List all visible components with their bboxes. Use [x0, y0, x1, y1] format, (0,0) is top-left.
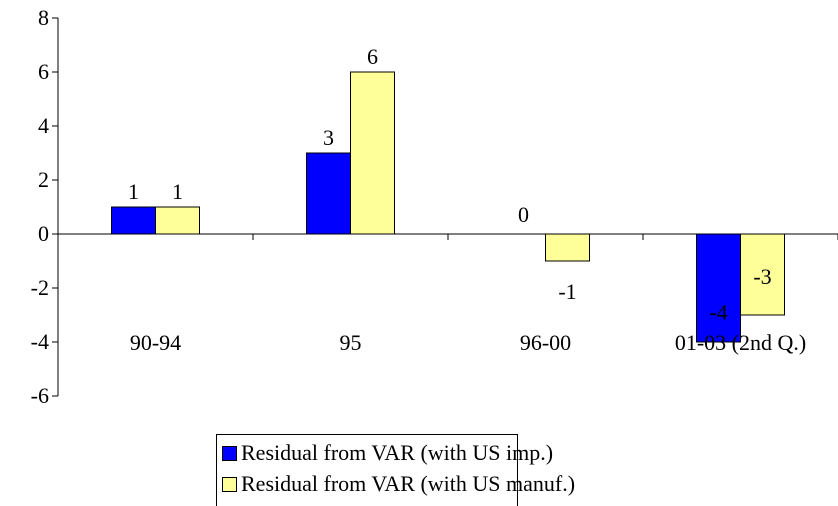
data-label-series-1-1: 3 [323, 125, 334, 150]
legend-label-series-2: Residual from VAR (with US manuf.) [241, 471, 576, 496]
legend: Residual from VAR (with US imp.) Residua… [216, 434, 575, 506]
bar-series-1-0 [111, 206, 156, 235]
y-tick-label-5: 4 [38, 113, 49, 138]
bar-series-2-2 [545, 233, 590, 262]
data-label-series-2-3: -3 [753, 264, 771, 289]
data-label-series-1-0: 1 [128, 179, 139, 204]
legend-item-series-2: Residual from VAR (with US manuf.) [222, 469, 575, 499]
category-label-3: 01-03 (2nd Q.) [675, 330, 806, 355]
x-axis [57, 233, 838, 240]
data-label-series-1-2: 0 [518, 202, 529, 227]
bar-series-2-1 [350, 71, 395, 235]
y-tick-label-2: -2 [31, 275, 49, 300]
y-tick-label-0: -6 [31, 383, 49, 408]
data-label-series-1-3: -4 [709, 299, 727, 324]
legend-swatch-series-1 [222, 446, 237, 461]
y-tick-label-4: 2 [38, 167, 49, 192]
category-label-0: 90-94 [130, 330, 181, 355]
category-labels: 90-94 95 96-00 01-03 (2nd Q.) [130, 330, 806, 355]
category-label-1: 95 [340, 330, 362, 355]
data-label-series-2-1: 6 [367, 44, 378, 69]
bar-series-1-1 [306, 152, 351, 235]
y-tick-label-7: 8 [38, 5, 49, 30]
y-axis: -6 -4 -2 0 2 4 6 8 [31, 5, 59, 408]
data-label-series-2-2: -1 [558, 279, 576, 304]
y-tick-label-6: 6 [38, 59, 49, 84]
data-labels: 1 3 0 -4 1 6 -1 -3 [128, 44, 772, 324]
bar-series-2-0 [155, 206, 200, 235]
data-label-series-2-0: 1 [172, 179, 183, 204]
y-tick-label-3: 0 [38, 221, 49, 246]
y-tick-label-1: -4 [31, 329, 49, 354]
legend-item-series-1: Residual from VAR (with US imp.) [222, 438, 553, 468]
bar-series-2-3 [740, 233, 785, 316]
bars [111, 71, 785, 343]
bar-series-1-3 [696, 233, 741, 343]
legend-swatch-series-2 [222, 477, 237, 492]
category-label-2: 96-00 [520, 330, 571, 355]
legend-label-series-1: Residual from VAR (with US imp.) [241, 440, 554, 465]
